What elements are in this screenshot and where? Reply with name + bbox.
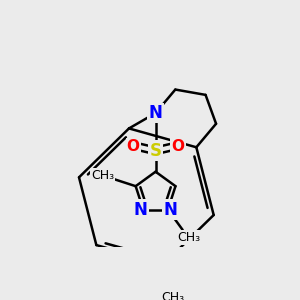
Text: CH₃: CH₃ — [161, 291, 184, 300]
Text: S: S — [150, 142, 162, 160]
Text: O: O — [171, 139, 184, 154]
Text: CH₃: CH₃ — [91, 169, 114, 182]
Text: N: N — [164, 201, 178, 219]
Text: O: O — [127, 139, 140, 154]
Text: N: N — [134, 201, 147, 219]
Text: CH₃: CH₃ — [177, 231, 200, 244]
Text: N: N — [148, 104, 163, 122]
